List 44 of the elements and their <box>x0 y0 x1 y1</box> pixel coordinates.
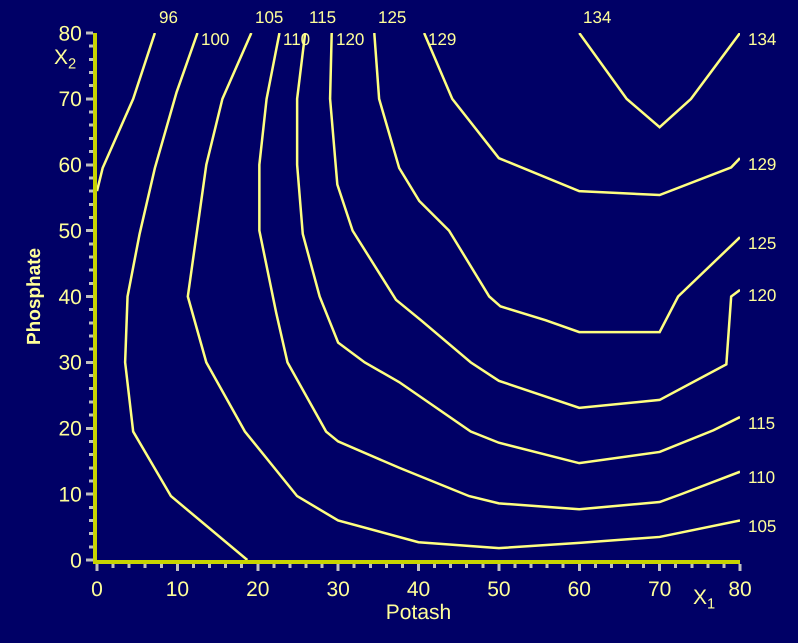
series-label: 105 <box>255 8 284 27</box>
y-tick-label: 30 <box>58 352 82 375</box>
y-tick-label: 80 <box>58 22 82 46</box>
line-series <box>97 33 156 192</box>
series-label: 100 <box>201 30 230 49</box>
x-tick-label: 20 <box>246 578 270 602</box>
x-tick-label: 30 <box>326 578 350 602</box>
series-label: 96 <box>159 8 178 27</box>
y-tick-label: 10 <box>58 483 82 506</box>
y-axis-title: Phosphate <box>24 248 45 346</box>
text: X$_{2}$ <box>54 46 76 72</box>
x-tick-label: 40 <box>406 578 430 602</box>
y-tick-label: 60 <box>58 154 82 178</box>
y-tick-label: 50 <box>58 220 82 243</box>
text: X$_{1}$ <box>693 586 716 612</box>
line-series <box>422 33 740 196</box>
line-series <box>124 33 249 560</box>
x-tick-label: 60 <box>568 578 591 602</box>
line-series <box>258 33 740 511</box>
x-tick-label: 80 <box>728 578 752 602</box>
x-tick-label: 0 <box>91 578 103 602</box>
x-tick-label: 10 <box>166 578 190 602</box>
x-axis-title: Potash <box>386 601 452 624</box>
line-series <box>186 33 740 550</box>
text: 110 <box>748 468 776 487</box>
y-tick-label: 0 <box>70 549 82 572</box>
series-label: 129 <box>428 30 456 49</box>
text: 129 <box>748 155 776 174</box>
y-tick-label: 70 <box>58 88 82 112</box>
line-series <box>373 33 740 334</box>
y-tick-label: 20 <box>58 418 82 441</box>
line-series <box>328 33 740 410</box>
series-label: 115 <box>309 8 336 27</box>
series-label: 120 <box>336 30 364 49</box>
series-label: 125 <box>378 8 406 27</box>
series-label: 134 <box>583 8 612 27</box>
text: 115 <box>748 414 776 433</box>
y-tick-label: 40 <box>58 286 82 309</box>
text: 134 <box>748 30 776 49</box>
text: 120 <box>748 286 776 305</box>
x-tick-label: 50 <box>487 578 511 602</box>
x-tick-label: 70 <box>648 578 672 602</box>
text: 105 <box>748 517 776 536</box>
text: 125 <box>748 234 776 253</box>
